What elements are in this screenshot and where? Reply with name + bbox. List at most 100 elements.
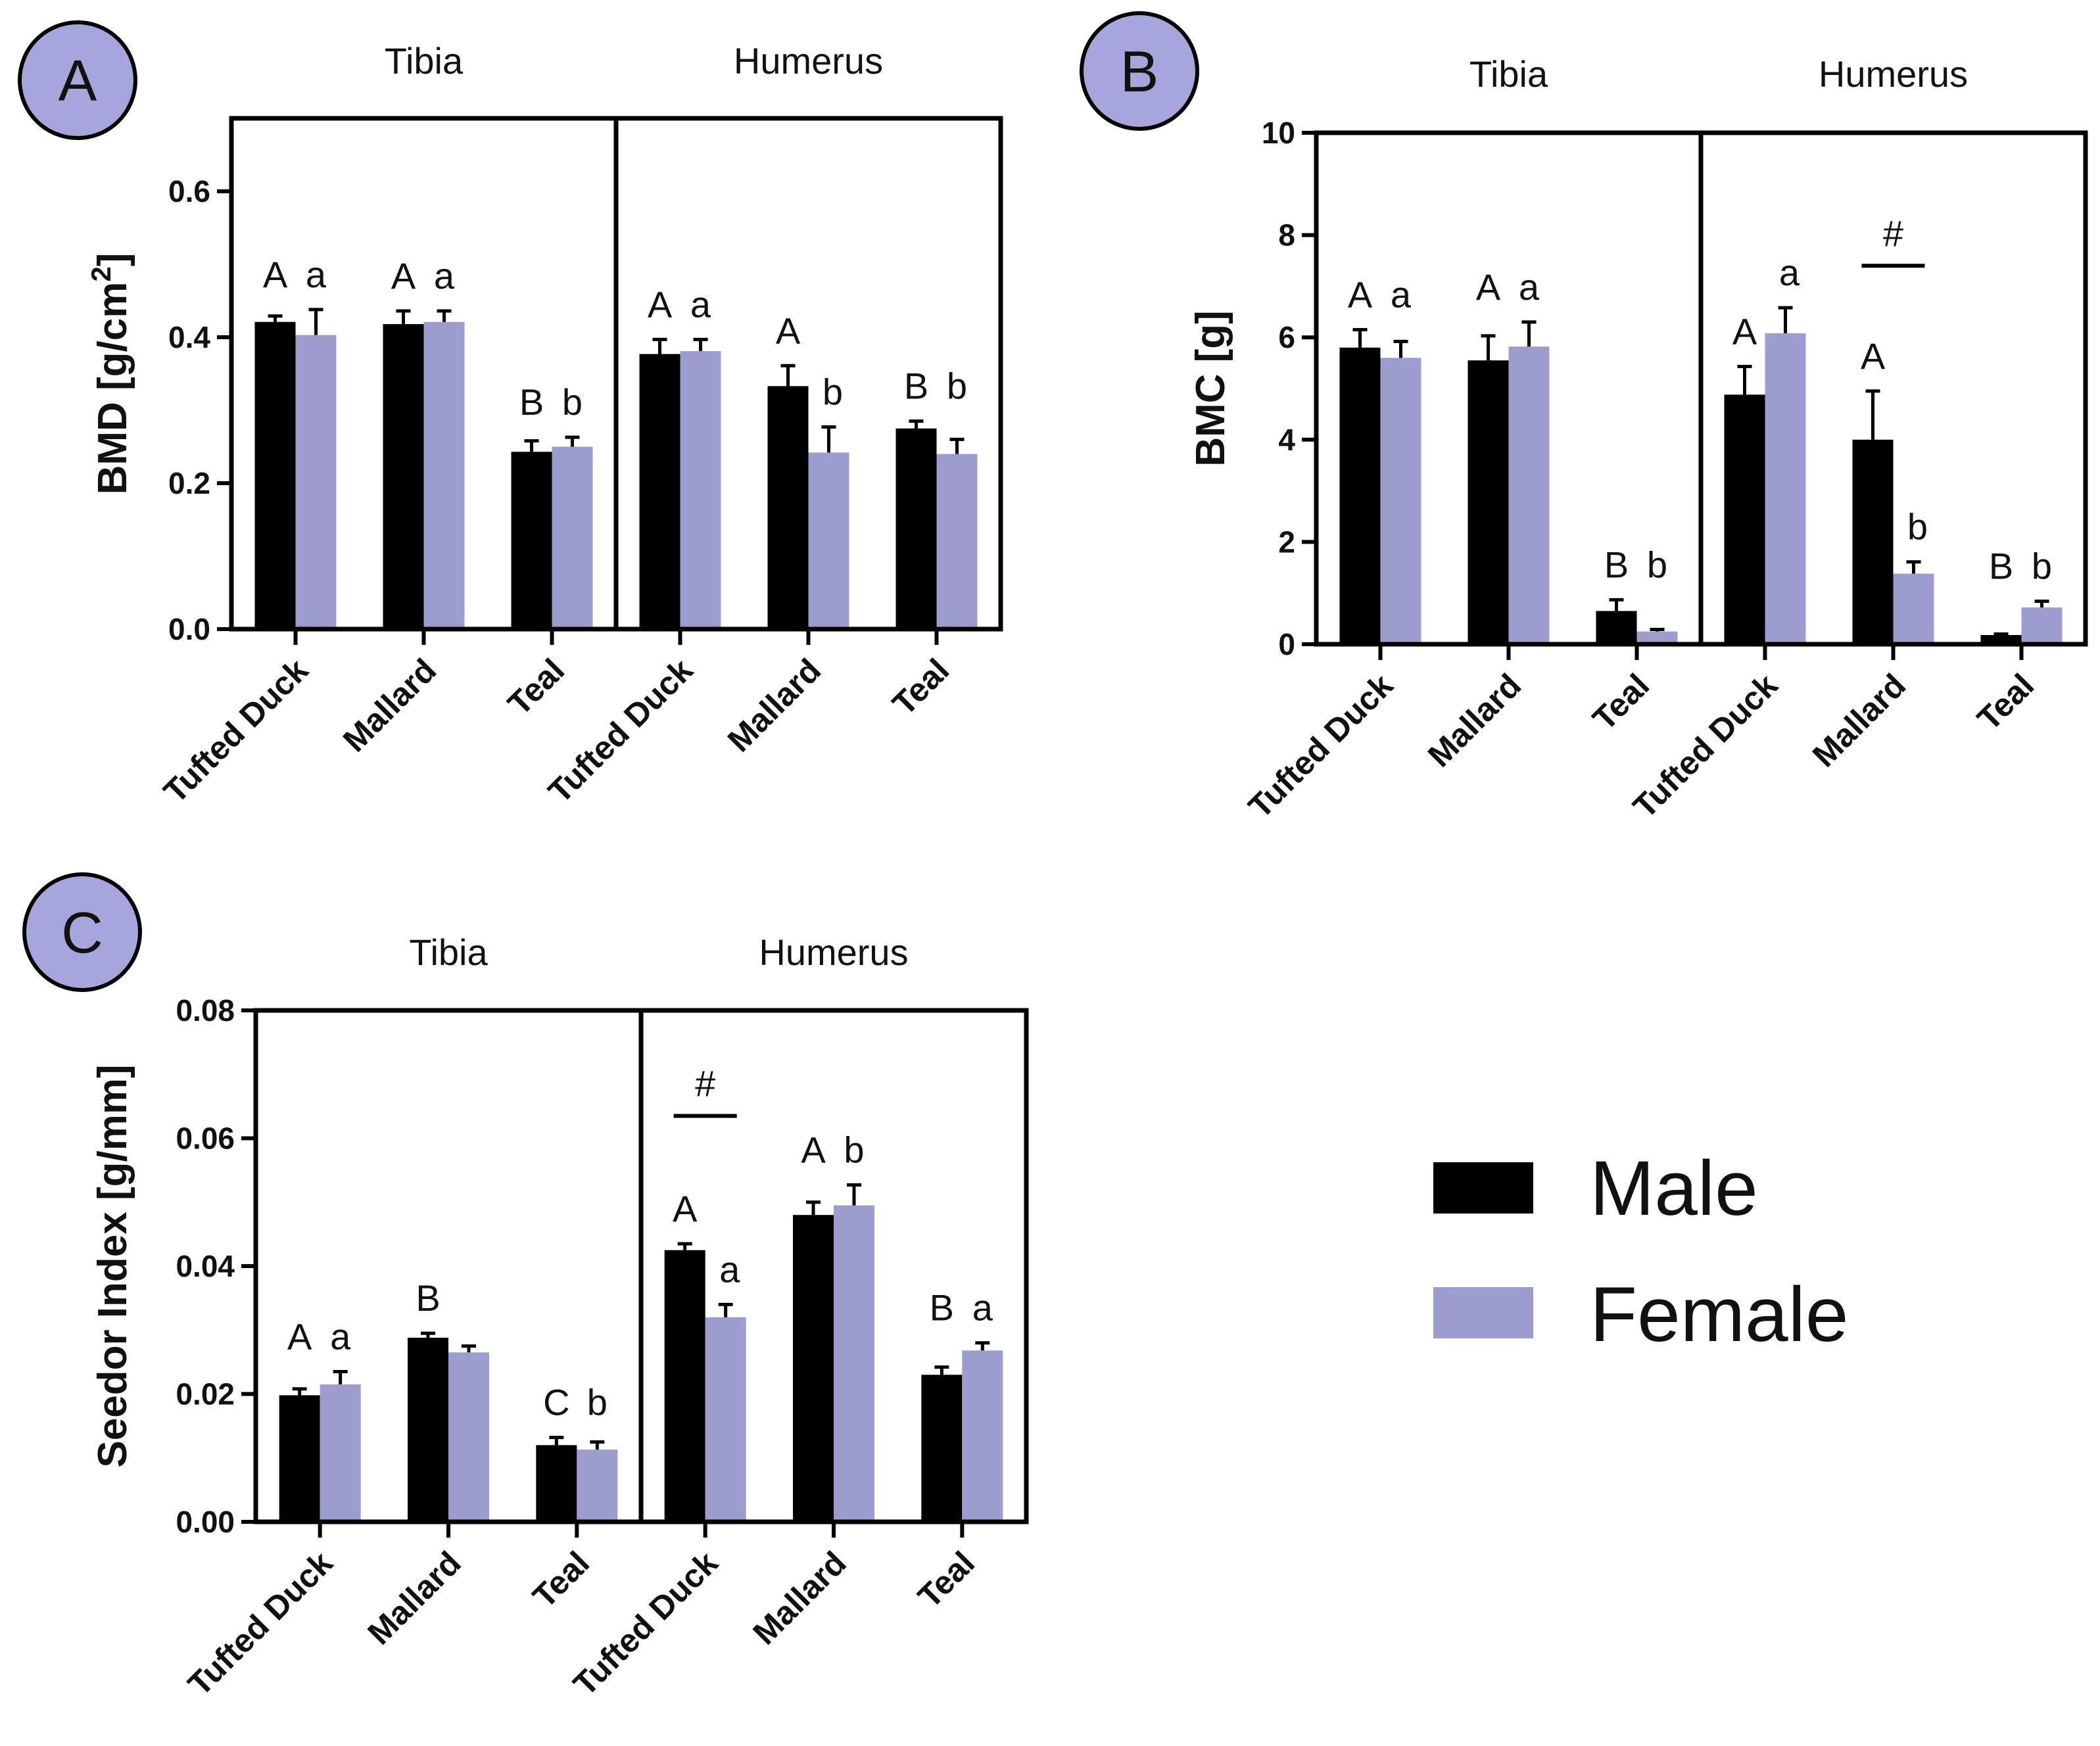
sig-letter-male: B xyxy=(519,381,544,423)
bar-female-humerus-tufted-duck xyxy=(705,1317,746,1522)
bar-male-humerus-mallard xyxy=(1852,439,1894,644)
y-tick-label: 0.00 xyxy=(176,1505,235,1539)
bar-male-tibia-mallard xyxy=(383,324,424,629)
panel-b: B Tibia Humerus 0 2 4 6 8 10 BMC [g] A a Tufted Duck… xyxy=(1080,11,2088,825)
bar-female-humerus-mallard xyxy=(1893,573,1934,644)
bar-male-humerus-teal xyxy=(1980,634,2022,644)
x-tick-label: Teal xyxy=(886,651,957,722)
sig-letter-male: A xyxy=(1732,311,1757,352)
panel-badge-b xyxy=(1080,11,1199,131)
sig-letter-female: a xyxy=(330,1315,351,1357)
group-label-humerus: Humerus xyxy=(759,932,908,973)
sig-letter-female: b xyxy=(1907,506,1928,548)
bar-male-tibia-tufted-duck xyxy=(1339,347,1381,644)
sig-letter-female: a xyxy=(434,255,455,296)
x-tick-label: Mallard xyxy=(721,651,828,759)
bar-female-humerus-teal xyxy=(962,1350,1003,1522)
significance-hash: # xyxy=(695,1062,715,1104)
bar-male-tibia-mallard xyxy=(1468,360,1509,644)
x-tick-label: Mallard xyxy=(746,1544,853,1651)
x-tick-label: Mallard xyxy=(360,1544,467,1651)
bar-female-tibia-mallard xyxy=(448,1352,489,1522)
bar-male-tibia-mallard xyxy=(408,1337,448,1522)
bar-female-humerus-tufted-duck xyxy=(1765,333,1806,644)
bar-male-humerus-tufted-duck xyxy=(639,354,680,629)
y-tick-label: 2 xyxy=(1278,525,1295,559)
bar-female-humerus-teal xyxy=(2021,607,2063,644)
bar-female-humerus-mallard xyxy=(834,1205,874,1522)
sig-letter-female: a xyxy=(1779,252,1800,293)
x-tick-label: Tufted Duck xyxy=(156,651,315,810)
bar-female-tibia-mallard xyxy=(1508,346,1550,644)
sig-letter-male: A xyxy=(673,1188,698,1229)
y-tick-label: 8 xyxy=(1278,218,1295,252)
x-tick-label: Mallard xyxy=(1421,667,1528,774)
sig-letter-female: b xyxy=(2032,546,2052,587)
sig-letter-female: a xyxy=(972,1287,993,1329)
panel-c: C Tibia Humerus 0.00 0.02 0.04 0.06 0.08 Seedor … xyxy=(22,872,1029,1703)
bar-female-humerus-teal xyxy=(936,454,978,629)
sig-letter-male: A xyxy=(263,254,288,295)
sig-letter-male: A xyxy=(1861,335,1886,377)
sig-letter-female: b xyxy=(823,371,843,413)
sig-letter-male: C xyxy=(543,1382,569,1423)
sig-letter-male: A xyxy=(1476,266,1501,308)
bar-male-humerus-tufted-duck xyxy=(1724,394,1765,644)
sig-letter-female: a xyxy=(306,254,327,295)
bar-female-tibia-mallard xyxy=(423,321,465,629)
bar-male-tibia-tufted-duck xyxy=(254,321,296,629)
group-label-tibia: Tibia xyxy=(409,932,488,973)
sig-letter-female: b xyxy=(587,1382,608,1423)
x-tick-label: Teal xyxy=(1586,667,1657,738)
bar-male-tibia-teal xyxy=(1596,611,1637,644)
y-tick-label: 0.06 xyxy=(176,1121,235,1156)
sig-letter-female: b xyxy=(1647,544,1667,585)
sig-letter-female: a xyxy=(1391,274,1412,316)
sig-letter-male: B xyxy=(416,1277,440,1319)
bar-male-humerus-teal xyxy=(921,1375,963,1522)
bar-female-tibia-tufted-duck xyxy=(295,335,337,629)
legend-label-female: Female xyxy=(1590,1271,1848,1358)
group-label-tibia: Tibia xyxy=(1469,53,1548,95)
bar-female-tibia-tufted-duck xyxy=(1380,358,1421,644)
legend: Male Female xyxy=(1433,1145,1848,1358)
panel-badge-letter-b: B xyxy=(1120,39,1159,104)
y-axis-title: Seedor Index [g/mm] xyxy=(90,1064,135,1467)
bar-female-tibia-teal xyxy=(577,1450,618,1522)
group-label-tibia: Tibia xyxy=(385,40,464,82)
legend-label-male: Male xyxy=(1590,1145,1758,1232)
panel-badge-a xyxy=(18,20,137,140)
sig-letter-male: B xyxy=(930,1287,954,1329)
y-tick-label: 0.02 xyxy=(176,1377,235,1411)
sig-letter-male: A xyxy=(776,310,801,351)
bar-male-humerus-tufted-duck xyxy=(664,1250,705,1522)
sig-letter-female: b xyxy=(947,366,967,407)
x-tick-label: Mallard xyxy=(1805,667,1913,774)
bar-female-tibia-tufted-duck xyxy=(320,1384,361,1522)
sig-letter-male: A xyxy=(801,1129,826,1170)
sig-letter-female: a xyxy=(1519,266,1540,308)
y-tick-label: 0 xyxy=(1278,627,1295,661)
y-axis-title: BMD [g/cm2] xyxy=(85,253,135,495)
legend-swatch-female xyxy=(1433,1287,1533,1338)
bar-male-tibia-tufted-duck xyxy=(279,1395,320,1522)
panel-badge-letter-c: C xyxy=(61,900,103,965)
bar-male-tibia-teal xyxy=(536,1445,577,1522)
y-axis-title: BMC [g] xyxy=(1188,310,1233,467)
bar-male-humerus-mallard xyxy=(767,386,809,629)
x-tick-label: Tufted Duck xyxy=(181,1544,339,1703)
x-tick-label: Teal xyxy=(911,1544,982,1615)
sig-letter-male: B xyxy=(1604,544,1629,585)
x-tick-label: Tufted Duck xyxy=(1241,667,1400,825)
sig-letter-female: b xyxy=(562,381,583,423)
significance-hash: # xyxy=(1883,212,1903,254)
x-tick-label: Mallard xyxy=(336,651,443,759)
y-tick-label: 0.08 xyxy=(176,993,235,1027)
y-tick-label: 0.2 xyxy=(168,466,210,500)
x-tick-label: Teal xyxy=(501,651,572,722)
bar-female-humerus-mallard xyxy=(808,452,849,629)
y-tick-label: 0.4 xyxy=(168,320,210,354)
group-label-humerus: Humerus xyxy=(1819,53,1968,95)
legend-swatch-male xyxy=(1433,1162,1533,1214)
